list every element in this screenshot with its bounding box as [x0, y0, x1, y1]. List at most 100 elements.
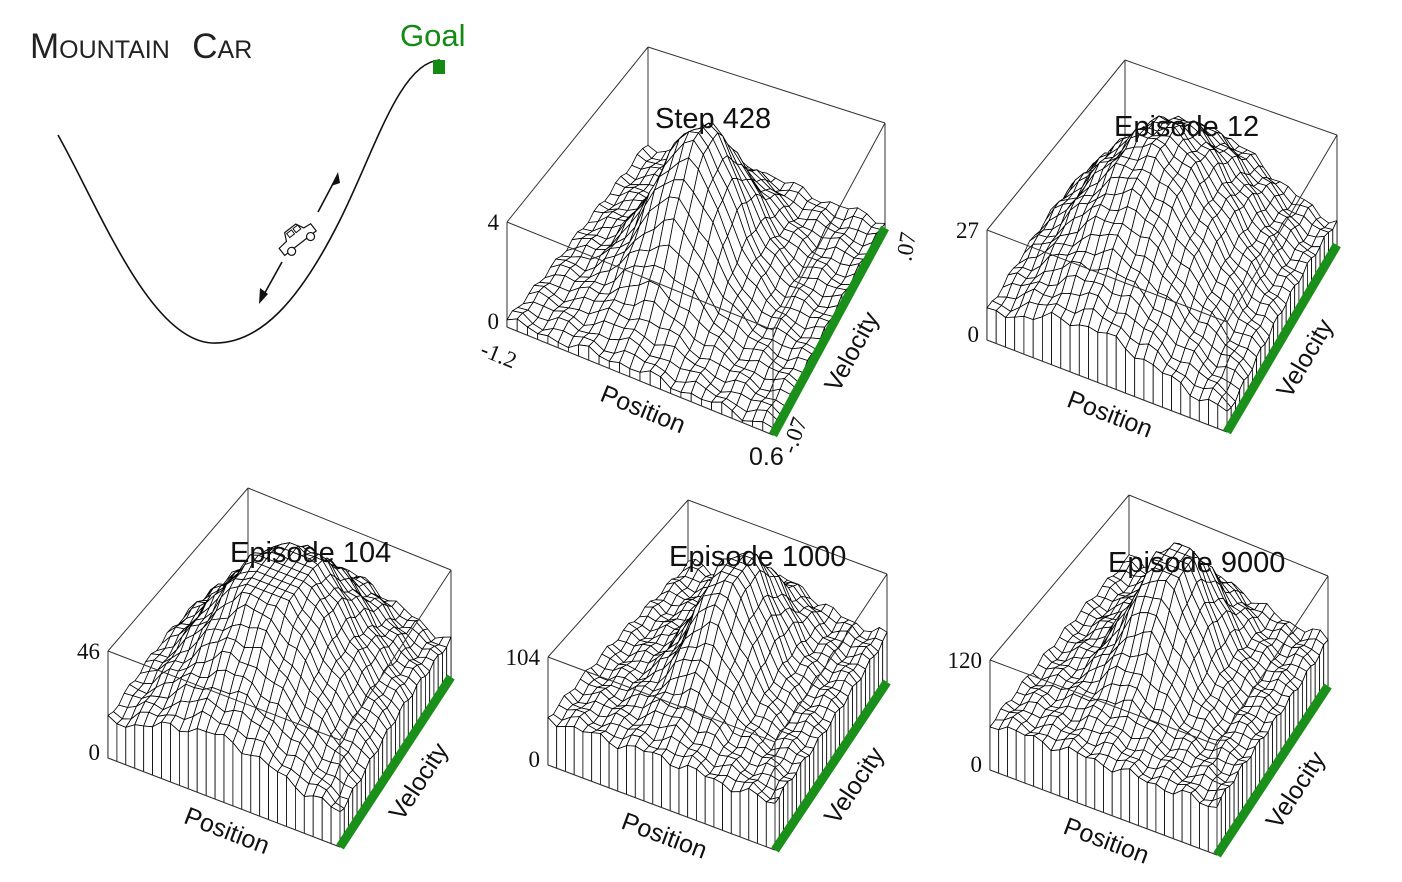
mesh-skirt-cell: [143, 725, 154, 776]
mesh-skirt-cell: [1106, 332, 1117, 390]
box-edge: [107, 650, 341, 741]
box-edge: [774, 573, 888, 743]
mesh-skirt-cell: [1015, 730, 1026, 784]
mesh-skirt-cell: [116, 723, 127, 766]
mesh-skirt-cell: [730, 791, 741, 838]
mesh-skirt-cell: [537, 333, 549, 345]
mesh-skirt-cell: [232, 742, 243, 810]
mesh-skirt-cell: [1032, 316, 1043, 362]
mesh-skirt-cell: [669, 764, 680, 815]
value-function-panels: Step 42840PositionVelocity-1.20.6-.07.07…: [77, 46, 1341, 870]
mesh-skirt-cell: [170, 723, 180, 786]
z-max-tick: 120: [948, 648, 983, 673]
z-min-tick: 0: [971, 752, 983, 777]
mesh-skirt-cell: [1155, 783, 1165, 836]
box-edge: [506, 326, 774, 436]
backward-arrow-icon: [259, 261, 283, 304]
mesh-skirt-cell: [1103, 765, 1113, 817]
mesh-skirt-cell: [687, 764, 697, 821]
diagram-title: MOUNTAIN CAR: [30, 27, 252, 66]
panel-title: Step 428: [655, 103, 771, 135]
velocity-track-bar: [1223, 242, 1341, 435]
mesh-skirt-cell: [178, 731, 189, 790]
mesh-skirt-cell: [1068, 746, 1078, 804]
mesh-skirt-cell: [259, 756, 270, 820]
mesh-skirt-cell: [1120, 768, 1131, 823]
mesh-skirt-cell: [556, 726, 566, 772]
mesh-skirt-cell: [643, 751, 654, 805]
mesh-skirt-cell: [214, 734, 225, 803]
box-edge: [506, 221, 774, 331]
mesh-skirt-cell: [1207, 806, 1218, 856]
mesh-skirt-cell: [986, 307, 997, 344]
box-edge: [547, 656, 776, 743]
mesh-skirt-cell: [1076, 752, 1087, 807]
panel-title: Episode 1000: [669, 541, 846, 573]
mesh-skirt-cell: [678, 764, 689, 818]
mesh-skirt-cell: [1005, 316, 1016, 352]
mesh-skirt-cell: [1050, 749, 1061, 797]
z-min-tick: 0: [529, 747, 541, 772]
velocity-track-bar: [1213, 683, 1332, 858]
mesh-skirt-cell: [1033, 735, 1043, 790]
mesh-skirt-cell: [1097, 331, 1108, 387]
mesh-skirt-cell: [1014, 315, 1025, 355]
mesh-skirt-cell: [161, 721, 171, 783]
mesh-skirt-cell: [1024, 734, 1035, 787]
z-max-tick: 27: [956, 218, 979, 243]
mountain-curve: [57, 59, 441, 344]
velocity-track-bar: [336, 674, 455, 850]
mesh-skirt-cell: [187, 728, 198, 793]
mesh-skirt-cell: [223, 734, 234, 807]
mesh-skirt-cell: [748, 788, 758, 844]
mesh-skirt-cell: [1069, 324, 1080, 376]
box-edge: [339, 569, 452, 741]
velocity-track-bar: [771, 679, 891, 853]
mesh-skirt-cell: [134, 724, 145, 773]
mesh-skirt-cell: [1143, 358, 1154, 405]
goal-label: Goal: [400, 18, 465, 53]
box-edge: [1124, 59, 1338, 136]
mesh-skirt-cell: [1129, 768, 1139, 826]
box-edge: [547, 499, 689, 658]
mesh-skirt-cell: [312, 795, 323, 841]
mesh-skirt-cell: [652, 752, 662, 808]
z-max-tick: 104: [506, 645, 541, 670]
box-edge: [107, 757, 341, 848]
box-edge: [989, 769, 1218, 856]
title-rest-ountain: OUNTAIN: [59, 36, 170, 64]
mesh-skirt-cell: [107, 715, 118, 762]
mesh-skirt-cell: [565, 726, 575, 776]
mesh-skirt-cell: [582, 731, 593, 782]
position-max-tick: 0.6: [749, 443, 784, 471]
mesh-skirt-cell: [995, 310, 1006, 348]
mesh-skirt-cell: [1134, 357, 1145, 401]
panel-title: Episode 104: [230, 537, 391, 569]
mesh-skirt-cell: [250, 755, 261, 817]
mesh-skirt-cell: [1111, 768, 1122, 820]
box-edge: [247, 487, 452, 571]
box-edge: [986, 59, 1126, 231]
mesh-skirt-cell: [1042, 741, 1052, 794]
mesh-skirt-cell: [1060, 317, 1071, 373]
mesh-skirt-cell: [1078, 324, 1089, 380]
mesh-skirt-cell: [1059, 746, 1069, 800]
title-letter-c: C: [192, 27, 217, 66]
title-rest-ar: AR: [218, 36, 253, 64]
panel-title: Episode 12: [1114, 111, 1259, 143]
z-min-tick: 0: [968, 322, 980, 347]
mesh-skirt-cell: [241, 753, 252, 814]
mesh-skirt-cell: [205, 731, 216, 800]
mesh-skirt-cell: [1198, 398, 1209, 426]
mountain-car-diagram: MOUNTAIN CAR Goal: [30, 18, 465, 344]
z-min-tick: 0: [89, 740, 101, 765]
box-edge: [1226, 134, 1338, 323]
mesh-skirt-cell: [998, 726, 1008, 777]
mesh-skirt-cell: [1208, 398, 1219, 429]
box-edge: [107, 487, 249, 652]
mesh-skirt-cell: [696, 768, 706, 825]
mesh-skirt-cell: [1051, 311, 1062, 369]
